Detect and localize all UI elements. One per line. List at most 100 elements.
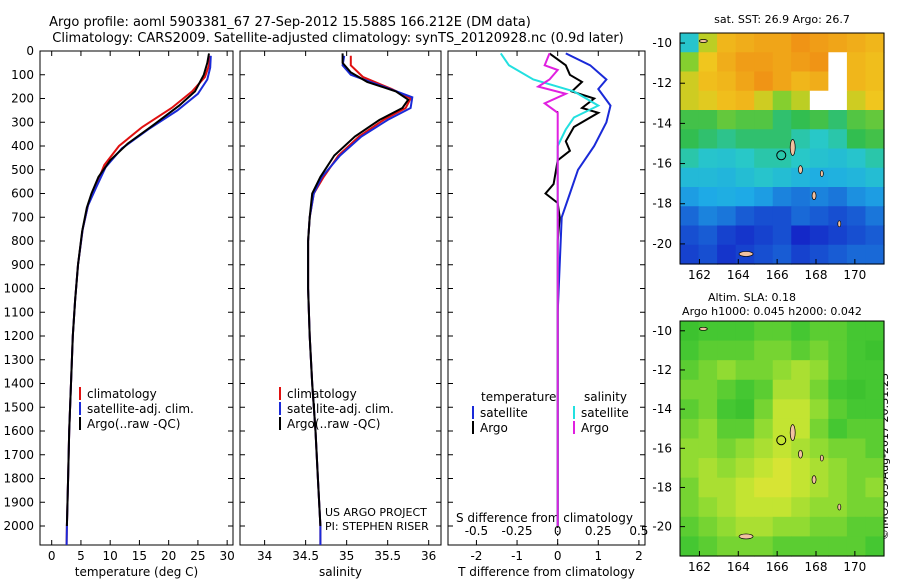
depth-tick-label: 300 [11, 115, 34, 129]
sst_map-cell [698, 225, 718, 246]
sst_map-cell [791, 148, 811, 169]
sst_map-xtick-label: 168 [805, 268, 828, 282]
depth-tick-label: 700 [11, 210, 34, 224]
sst_map-cell [698, 148, 718, 169]
sst_map-xtick-label: 166 [766, 268, 789, 282]
sla_map-cell [680, 418, 700, 440]
sst_map-cell [735, 52, 755, 73]
depth-tick-label: 1400 [3, 377, 34, 391]
sst_map-cell [865, 225, 885, 246]
sst_map-cell [717, 187, 737, 207]
sla_map-cell [735, 516, 755, 538]
sla_map-cell [865, 321, 885, 342]
sst_map-cell [846, 244, 867, 265]
sla_map-xtick-label: 170 [843, 560, 866, 574]
sst_map-cell [680, 129, 700, 150]
sla_map-cell [754, 321, 774, 342]
sla_map-cell [846, 379, 867, 400]
sla_map-cell [791, 477, 811, 498]
sla_map-cell [735, 536, 755, 557]
difference-xtick-label: 0 [554, 549, 562, 563]
sst_map-cell [828, 129, 848, 150]
sla_map-cell [865, 399, 885, 420]
sla_map-cell [809, 418, 829, 440]
difference-series-diff_argo_salinity [535, 53, 569, 526]
sst_map-cell [717, 225, 737, 246]
island-shape [798, 449, 803, 459]
sla_map-cell [865, 360, 885, 381]
sla_map-cell [791, 340, 811, 361]
sst_map-cell [809, 52, 829, 73]
sla_map-frame [679, 320, 885, 557]
sla_map-cell [754, 438, 774, 459]
sst_map-cell [754, 244, 774, 265]
sla_map-cell [791, 418, 811, 440]
sst_map-xtick-label: 170 [843, 268, 866, 282]
sla_map-xtick-label: 168 [805, 560, 828, 574]
sla_map-cell [717, 516, 737, 538]
sla_map-cell [735, 497, 755, 518]
sst_map-cell [698, 52, 718, 73]
sst_map-cell [809, 225, 829, 246]
sst_map-cell [772, 225, 792, 246]
sla_map-cell [698, 399, 718, 420]
sla_map-cell [772, 438, 792, 459]
sst_map-cell [809, 33, 829, 53]
sla_map-cell [680, 438, 700, 459]
sla_map-cell [772, 399, 792, 420]
sla_map-cell [809, 516, 829, 538]
sla_map-cell [698, 458, 718, 479]
sla_map-cell [846, 516, 867, 538]
sst_map-cell [828, 33, 848, 53]
sst_map-cell [754, 206, 774, 227]
pi-label: PI: STEPHEN RISER [325, 520, 429, 533]
sst_map-cell [698, 33, 718, 53]
sla_map-cell [680, 477, 700, 498]
sst_map-cell [846, 129, 867, 150]
diff-legend-label: Argo [480, 421, 508, 435]
sla_map-cell [698, 516, 718, 538]
sla-map-title-line2: Argo h1000: 0.045 h2000: 0.042 [682, 305, 862, 318]
sla_map-ytick-label: -14 [652, 402, 672, 416]
sst_map-cell [772, 187, 792, 207]
sst_map-cell [735, 71, 755, 92]
temperature-xtick-label: 10 [103, 549, 118, 563]
sst_map-cell [791, 71, 811, 92]
depth-tick-label: 1800 [3, 472, 34, 486]
sst_map-cell [809, 129, 829, 150]
sla_map-cell [698, 340, 718, 361]
sst_map-cell [698, 167, 718, 188]
island-shape [819, 170, 824, 177]
sla_map-cell [772, 458, 792, 479]
sst_map-cell [865, 187, 885, 207]
sst_map-cell [772, 244, 792, 265]
sst_map-cell [809, 110, 829, 130]
temperature-series-argo [65, 53, 210, 527]
sla_map-cell [698, 497, 718, 518]
sst_map-cell [865, 206, 885, 227]
sla_map-xtick-label: 166 [766, 560, 789, 574]
sla_map-cell [717, 438, 737, 459]
salinity-axes-box [239, 50, 442, 546]
sst_map-cell [846, 187, 867, 207]
figure-title-line1: Argo profile: aoml 5903381_67 27-Sep-201… [49, 15, 531, 30]
difference-xtick-label: 1 [594, 549, 602, 563]
sst_map-cell [772, 206, 792, 227]
island-shape [819, 454, 824, 462]
sst_map-frame [679, 32, 885, 265]
sla_map-cell [698, 379, 718, 400]
sst_map-cell [717, 52, 737, 73]
sst_map-cell [754, 90, 774, 111]
sst_map-cell [791, 244, 811, 265]
depth-tick-label: 800 [11, 234, 34, 248]
sst_map-cell [754, 148, 774, 169]
sla_map-cell [717, 418, 737, 440]
sst_map-cell [735, 33, 755, 53]
sst_map-cell [754, 33, 774, 53]
sla_map-cell [754, 360, 774, 381]
sla_map-cell [809, 497, 829, 518]
sst_map-cell [809, 167, 829, 188]
sla_map-cell [717, 321, 737, 342]
sla_map-panel: 162 164 166 168 170 -10 -12 -14 -16 -18 -20 Altim. … [652, 291, 885, 574]
depth-tick-label: 600 [11, 187, 34, 201]
